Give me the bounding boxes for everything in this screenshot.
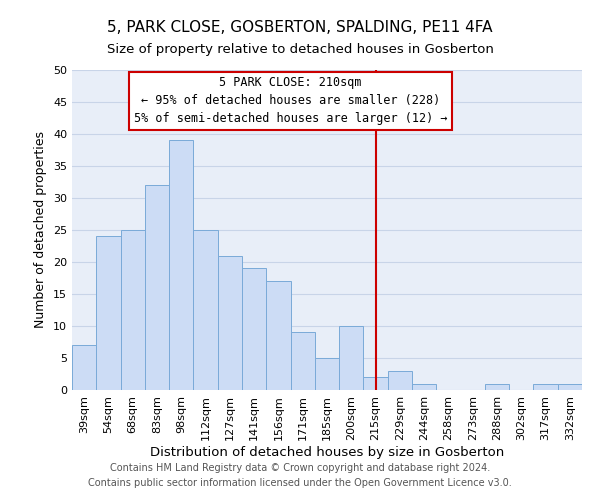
Bar bbox=[72, 345, 96, 390]
X-axis label: Distribution of detached houses by size in Gosberton: Distribution of detached houses by size … bbox=[150, 446, 504, 458]
Bar bbox=[121, 230, 145, 390]
Bar bbox=[388, 371, 412, 390]
Text: Size of property relative to detached houses in Gosberton: Size of property relative to detached ho… bbox=[107, 42, 493, 56]
Bar bbox=[364, 377, 388, 390]
Bar bbox=[145, 185, 169, 390]
Bar bbox=[96, 236, 121, 390]
Bar bbox=[558, 384, 582, 390]
Bar bbox=[242, 268, 266, 390]
Bar bbox=[169, 140, 193, 390]
Bar bbox=[218, 256, 242, 390]
Text: 5 PARK CLOSE: 210sqm
← 95% of detached houses are smaller (228)
5% of semi-detac: 5 PARK CLOSE: 210sqm ← 95% of detached h… bbox=[134, 76, 448, 126]
Bar bbox=[339, 326, 364, 390]
Text: Contains HM Land Registry data © Crown copyright and database right 2024.
Contai: Contains HM Land Registry data © Crown c… bbox=[88, 462, 512, 487]
Bar bbox=[533, 384, 558, 390]
Bar bbox=[485, 384, 509, 390]
Y-axis label: Number of detached properties: Number of detached properties bbox=[34, 132, 47, 328]
Bar bbox=[193, 230, 218, 390]
Bar bbox=[290, 332, 315, 390]
Text: 5, PARK CLOSE, GOSBERTON, SPALDING, PE11 4FA: 5, PARK CLOSE, GOSBERTON, SPALDING, PE11… bbox=[107, 20, 493, 35]
Bar bbox=[315, 358, 339, 390]
Bar bbox=[266, 281, 290, 390]
Bar bbox=[412, 384, 436, 390]
